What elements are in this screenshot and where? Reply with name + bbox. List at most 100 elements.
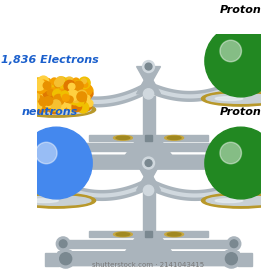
Circle shape — [80, 99, 92, 111]
Circle shape — [20, 92, 27, 98]
Circle shape — [29, 84, 41, 95]
Circle shape — [21, 83, 31, 92]
Circle shape — [24, 82, 33, 91]
Circle shape — [36, 87, 46, 97]
Circle shape — [76, 80, 82, 86]
Circle shape — [51, 78, 58, 85]
Circle shape — [86, 100, 93, 107]
Circle shape — [43, 82, 51, 89]
Bar — [145, 135, 152, 141]
Circle shape — [83, 82, 88, 87]
Circle shape — [34, 79, 41, 86]
Polygon shape — [125, 234, 173, 253]
Circle shape — [33, 82, 41, 89]
Circle shape — [30, 94, 39, 103]
Circle shape — [65, 91, 77, 102]
Circle shape — [37, 101, 49, 113]
Polygon shape — [136, 80, 160, 94]
Circle shape — [38, 80, 49, 91]
Circle shape — [27, 83, 34, 90]
Circle shape — [67, 96, 73, 103]
Circle shape — [220, 142, 241, 164]
Text: neutrons: neutrons — [21, 107, 78, 117]
Circle shape — [52, 91, 60, 99]
Circle shape — [59, 240, 67, 248]
Circle shape — [43, 100, 53, 109]
Circle shape — [82, 79, 86, 83]
Circle shape — [71, 98, 78, 105]
Circle shape — [52, 84, 57, 89]
Circle shape — [21, 100, 33, 112]
Ellipse shape — [201, 193, 263, 208]
Circle shape — [145, 160, 152, 167]
Circle shape — [26, 97, 36, 107]
FancyBboxPatch shape — [57, 251, 240, 266]
Circle shape — [68, 98, 74, 104]
Circle shape — [53, 102, 63, 112]
Circle shape — [79, 92, 87, 99]
Circle shape — [60, 99, 66, 105]
Circle shape — [205, 25, 263, 97]
Circle shape — [61, 91, 69, 99]
Circle shape — [62, 91, 73, 102]
Circle shape — [79, 99, 86, 106]
Ellipse shape — [31, 108, 58, 111]
Circle shape — [50, 91, 56, 98]
Circle shape — [45, 79, 51, 84]
Circle shape — [80, 83, 85, 88]
Circle shape — [86, 102, 91, 107]
Circle shape — [63, 89, 71, 97]
Ellipse shape — [31, 199, 58, 202]
Polygon shape — [136, 177, 160, 190]
Circle shape — [51, 81, 56, 86]
Circle shape — [23, 80, 32, 89]
Circle shape — [22, 92, 32, 102]
Circle shape — [37, 81, 44, 87]
Circle shape — [52, 82, 60, 91]
Ellipse shape — [167, 136, 181, 139]
FancyBboxPatch shape — [57, 155, 240, 170]
Circle shape — [26, 93, 35, 102]
Circle shape — [49, 96, 57, 104]
Circle shape — [74, 90, 80, 96]
Circle shape — [77, 91, 81, 96]
Circle shape — [60, 95, 67, 102]
Circle shape — [72, 87, 77, 92]
Circle shape — [33, 100, 43, 109]
Circle shape — [75, 98, 84, 106]
Ellipse shape — [17, 193, 95, 208]
Circle shape — [75, 88, 81, 94]
Circle shape — [41, 98, 46, 103]
Circle shape — [51, 89, 57, 95]
Circle shape — [36, 83, 46, 93]
Circle shape — [32, 84, 39, 91]
Circle shape — [37, 95, 45, 103]
Circle shape — [19, 93, 27, 101]
Circle shape — [22, 79, 29, 86]
Circle shape — [21, 95, 33, 107]
Circle shape — [29, 78, 41, 89]
Circle shape — [227, 237, 241, 251]
Circle shape — [73, 91, 84, 102]
Circle shape — [44, 81, 55, 92]
Circle shape — [23, 78, 31, 86]
Circle shape — [57, 80, 62, 86]
Circle shape — [18, 80, 29, 91]
Circle shape — [36, 90, 47, 102]
Circle shape — [77, 96, 85, 104]
Circle shape — [31, 90, 39, 98]
Ellipse shape — [22, 105, 91, 114]
Circle shape — [60, 156, 72, 168]
Circle shape — [62, 90, 69, 97]
Circle shape — [27, 91, 39, 103]
Circle shape — [26, 97, 38, 109]
Circle shape — [74, 101, 78, 106]
Circle shape — [58, 96, 66, 104]
Circle shape — [35, 82, 43, 91]
Circle shape — [48, 81, 58, 92]
Circle shape — [46, 88, 55, 97]
Circle shape — [68, 83, 75, 90]
Circle shape — [18, 75, 29, 87]
Circle shape — [77, 90, 87, 100]
Bar — [63, 143, 234, 151]
